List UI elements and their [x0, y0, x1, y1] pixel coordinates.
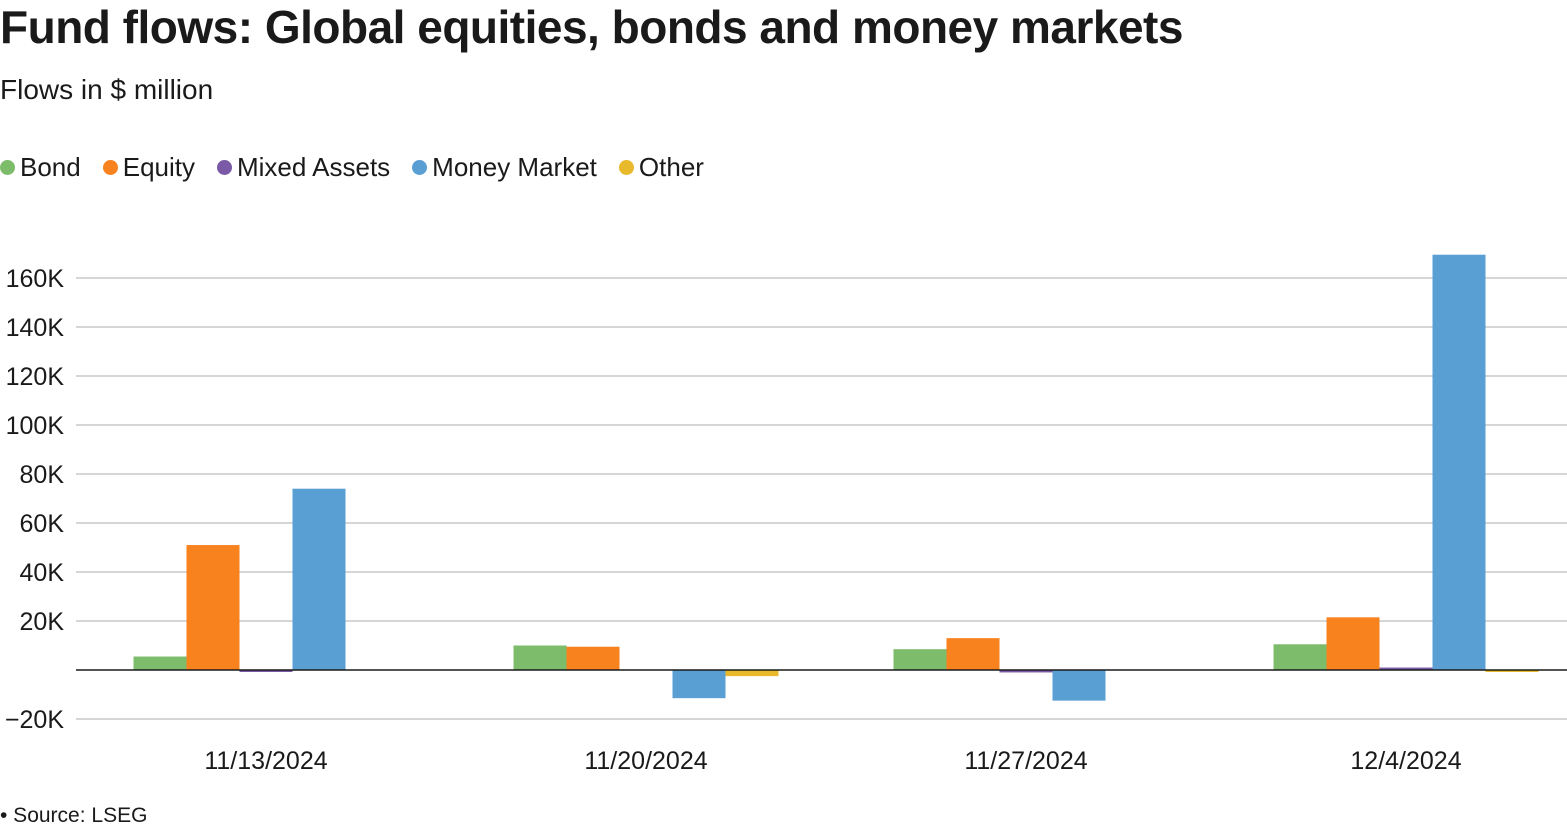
bar-equity — [566, 646, 620, 670]
y-tick-label: 100K — [6, 412, 65, 440]
chart-subtitle: Flows in $ million — [0, 74, 214, 105]
legend-label-money-market: Money Market — [432, 152, 597, 182]
bar-money-market — [672, 670, 726, 699]
source-note: • Source: LSEG — [0, 804, 148, 827]
bar-money-market — [1432, 254, 1486, 670]
legend-item-other: Other — [618, 152, 704, 183]
bar-chart: −20K 20K 40K 60K 80K 100K 120K 140K 160K 11/13/20… — [5, 254, 1567, 775]
legend-label-bond: Bond — [20, 152, 81, 182]
y-tick-label: 40K — [20, 559, 65, 587]
bar-other — [1485, 670, 1539, 672]
legend-item-bond: Bond — [0, 152, 81, 183]
x-tick-label: 11/27/2024 — [964, 747, 1087, 775]
bar-equity — [946, 638, 1000, 670]
y-tick-label: 140K — [6, 314, 65, 342]
bar-mixed-assets — [239, 670, 293, 672]
bar-bond — [893, 649, 947, 670]
x-tick-label: 11/20/2024 — [584, 747, 707, 775]
y-tick-label: 160K — [6, 265, 65, 293]
bar-money-market — [1052, 670, 1106, 701]
legend-swatch-money-market — [412, 160, 428, 175]
bar-equity — [186, 545, 240, 670]
x-tick-label: 12/4/2024 — [1350, 747, 1461, 775]
legend-item-money-market: Money Market — [412, 152, 597, 183]
bar-money-market — [292, 488, 346, 670]
legend-swatch-other — [618, 160, 634, 175]
bar-bond — [513, 645, 567, 670]
bar-mixed-assets — [1379, 667, 1433, 670]
x-tick-label: 11/13/2024 — [204, 747, 327, 775]
legend-swatch-equity — [102, 160, 118, 175]
legend-swatch-bond — [0, 160, 15, 175]
legend-item-equity: Equity — [102, 152, 195, 183]
bar-mixed-assets — [999, 670, 1053, 673]
chart-title: Fund flows: Global equities, bonds and m… — [0, 1, 1183, 53]
y-tick-label: 20K — [20, 608, 65, 636]
legend-item-mixed-assets: Mixed Assets — [217, 152, 390, 183]
y-tick-label: 120K — [6, 363, 65, 391]
bar-equity — [1326, 617, 1380, 670]
bar-bond — [133, 656, 187, 670]
chart-legend: Bond Equity Mixed Assets Money Market Ot… — [0, 152, 726, 183]
y-tick-label: 80K — [20, 461, 65, 489]
legend-label-equity: Equity — [122, 152, 195, 182]
y-tick-label: 60K — [20, 510, 65, 538]
bar-other — [725, 670, 779, 677]
bar-bond — [1273, 644, 1327, 670]
y-tick-label: −20K — [5, 706, 64, 734]
legend-label-mixed-assets: Mixed Assets — [237, 152, 391, 182]
legend-swatch-mixed-assets — [217, 160, 232, 175]
legend-label-other: Other — [638, 152, 704, 182]
